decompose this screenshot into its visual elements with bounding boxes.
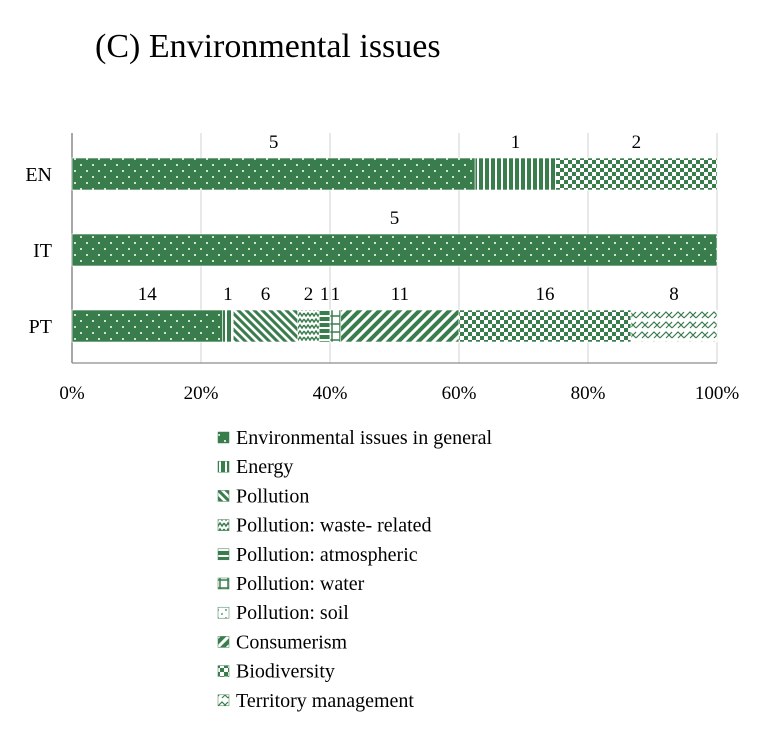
category-label-it: IT — [33, 240, 52, 262]
data-label: 5 — [269, 132, 279, 153]
category-label-en: EN — [25, 164, 52, 186]
bar-segment-pt-0 — [71, 309, 223, 343]
legend-label: Pollution: atmospheric — [236, 544, 418, 566]
data-label: 1 — [511, 132, 521, 153]
data-label: 16 — [536, 284, 555, 305]
bar-segment-en-1 — [474, 157, 557, 191]
x-tick-label: 40% — [313, 383, 348, 404]
bar-segment-pt-8 — [458, 309, 632, 343]
data-label: 8 — [669, 284, 679, 305]
x-tick-label: 80% — [571, 383, 606, 404]
data-label: 5 — [390, 208, 400, 229]
bar-segment-en-0 — [71, 157, 476, 191]
bar-segment-pt-3 — [297, 309, 320, 343]
data-label: 1 — [223, 284, 233, 305]
data-label: 11 — [391, 284, 409, 305]
bar-segment-pt-4 — [318, 309, 331, 343]
legend-label: Energy — [236, 456, 293, 478]
chart-title: (C) Environmental issues — [95, 28, 441, 65]
legend-swatch — [217, 490, 230, 502]
legend-swatch — [217, 694, 230, 707]
legend: Environmental issues in general Energy Pol… — [217, 427, 492, 712]
bar-segment-it-0 — [71, 233, 718, 267]
data-label: 1 — [331, 284, 341, 305]
data-label: 14 — [138, 284, 158, 305]
data-label: 6 — [261, 284, 271, 305]
legend-label: Pollution — [236, 485, 309, 507]
legend-swatch — [217, 460, 230, 473]
x-tick-label: 60% — [442, 383, 477, 404]
legend-label: Consumerism — [236, 631, 348, 653]
x-tick-label: 20% — [184, 383, 219, 404]
legend-label: Biodiversity — [236, 661, 335, 683]
data-label: 2 — [304, 284, 314, 305]
legend-swatch — [217, 665, 230, 677]
x-tick-label: 0% — [59, 383, 85, 404]
x-tick-label: 100% — [695, 383, 740, 404]
legend-swatch — [217, 519, 230, 531]
legend-label: Pollution: soil — [236, 602, 349, 624]
bar-segment-pt-9 — [630, 309, 718, 343]
legend-label: Territory management — [236, 690, 414, 712]
legend-swatch — [217, 577, 230, 590]
bar-segment-pt-2 — [232, 309, 299, 343]
data-label: 1 — [320, 284, 330, 305]
bar-segments — [71, 157, 718, 343]
legend-swatch — [217, 431, 230, 444]
legend-swatch — [217, 548, 230, 561]
bar-segment-en-8 — [555, 157, 718, 191]
bar-segment-pt-1 — [222, 309, 234, 343]
legend-label: Pollution: water — [236, 573, 365, 595]
legend-label: Environmental issues in general — [236, 427, 492, 449]
category-label-pt: PT — [29, 316, 52, 338]
data-label: 2 — [632, 132, 642, 153]
x-tick-labels: 0% 20% 40% 60% 80% 100% — [59, 383, 739, 404]
legend-label: Pollution: waste- related — [236, 515, 432, 537]
bar-segment-pt-7 — [340, 309, 460, 343]
legend-swatch — [217, 636, 230, 648]
category-labels: EN IT PT — [25, 164, 52, 338]
legend-swatch — [217, 606, 230, 619]
bar-segment-pt-5 — [329, 309, 342, 343]
